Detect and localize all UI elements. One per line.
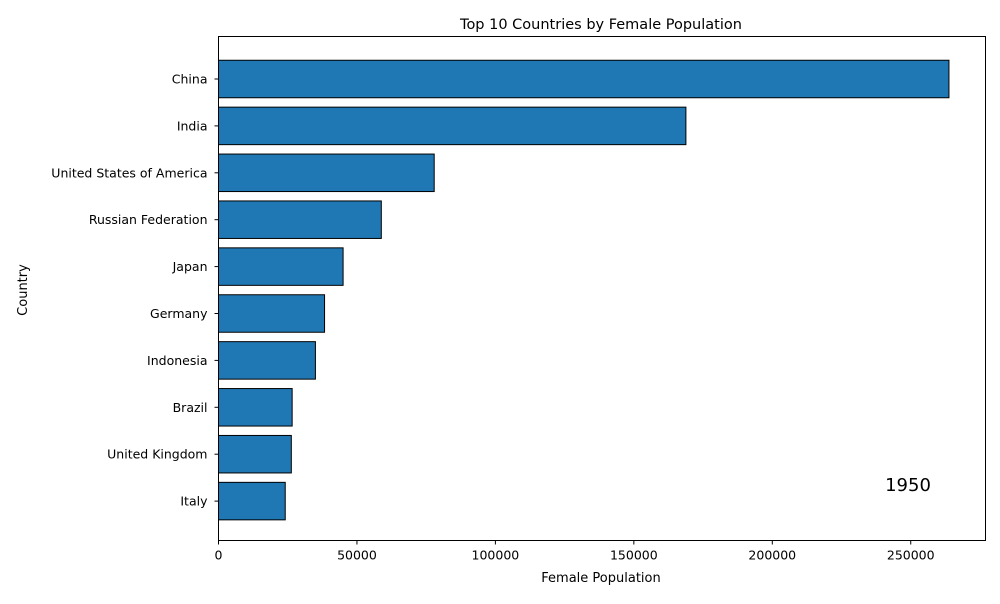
y-tick-label: Indonesia [147, 353, 207, 368]
y-tick-label: Russian Federation [89, 212, 208, 227]
y-tick-label: United States of America [51, 165, 207, 180]
y-tick-label: United Kingdom [107, 447, 207, 462]
y-tick-label: Germany [150, 306, 208, 321]
bar-italy [218, 481, 286, 521]
chart-title: Top 10 Countries by Female Population [459, 17, 742, 33]
x-axis-label: Female Population [541, 571, 660, 586]
x-tick-label: 100000 [472, 548, 520, 563]
bar-japan [218, 247, 344, 286]
bar-brazil [218, 388, 293, 427]
bar-india [218, 106, 687, 146]
x-tick-label: 150000 [610, 548, 658, 563]
plot-frame [218, 36, 986, 541]
y-axis-label: Country [16, 264, 31, 316]
bar-russian-federation [218, 200, 382, 239]
y-tick-label: Brazil [173, 400, 208, 415]
bar-united-states-of-america [218, 153, 435, 193]
bars-group [218, 59, 950, 521]
bar-germany [218, 294, 326, 333]
y-ticks: China India United States of America Russia… [51, 72, 219, 509]
x-tick-label: 0 [215, 548, 223, 563]
y-tick-label: China [172, 72, 208, 87]
bar-indonesia [218, 341, 316, 380]
y-tick-label: India [177, 118, 208, 133]
y-tick-label: Japan [172, 259, 208, 274]
x-tick-label: 250000 [887, 548, 935, 563]
x-tick-label: 50000 [337, 548, 377, 563]
bar-china [218, 59, 950, 99]
year-annotation: 1950 [885, 475, 931, 496]
x-ticks: 0 50000 100000 150000 200000 250000 [215, 540, 935, 563]
bar-united-kingdom [218, 434, 292, 474]
x-tick-label: 200000 [748, 548, 796, 563]
y-tick-label: Italy [180, 494, 208, 509]
